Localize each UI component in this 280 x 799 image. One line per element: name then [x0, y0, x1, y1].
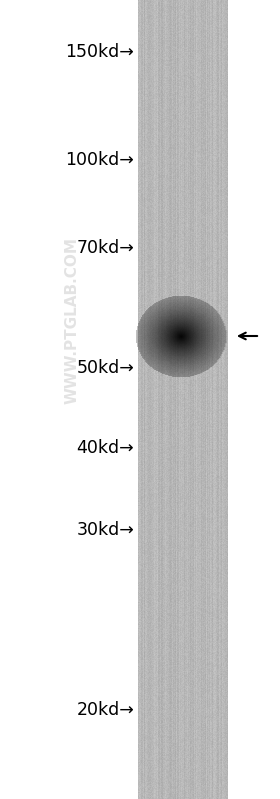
- Text: 50kd→: 50kd→: [76, 359, 134, 377]
- Bar: [228, 0, 280, 799]
- Text: 100kd→: 100kd→: [65, 151, 134, 169]
- Text: 70kd→: 70kd→: [76, 239, 134, 257]
- Text: WWW.PTGLAB.COM: WWW.PTGLAB.COM: [64, 237, 80, 403]
- Text: 40kd→: 40kd→: [76, 439, 134, 457]
- Text: 30kd→: 30kd→: [76, 521, 134, 539]
- Text: 20kd→: 20kd→: [76, 701, 134, 719]
- Text: 150kd→: 150kd→: [65, 43, 134, 61]
